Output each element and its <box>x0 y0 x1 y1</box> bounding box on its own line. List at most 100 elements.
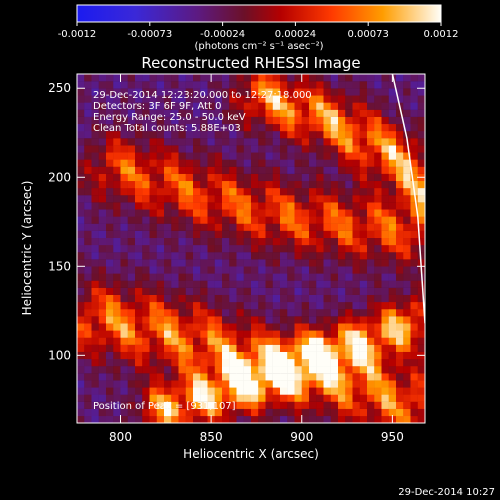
heatmap-cell <box>359 323 368 331</box>
heatmap-cell <box>323 330 331 338</box>
heatmap-cell <box>294 81 302 89</box>
heatmap-cell <box>164 387 172 395</box>
heatmap-cell <box>330 380 339 388</box>
heatmap-cell <box>156 394 165 402</box>
heatmap-cell <box>388 252 397 260</box>
heatmap-cell <box>345 294 353 303</box>
heatmap-cell <box>149 216 157 224</box>
heatmap-cell <box>396 337 404 345</box>
heatmap-cell <box>338 195 346 203</box>
heatmap-cell <box>127 237 136 246</box>
heatmap-cell <box>410 294 418 303</box>
heatmap-cell <box>396 237 404 246</box>
heatmap-cell <box>171 323 179 331</box>
heatmap-cell <box>396 223 404 231</box>
heatmap-cell <box>91 294 99 303</box>
heatmap-cell <box>251 180 259 189</box>
heatmap-cell <box>294 287 302 295</box>
heatmap-cell <box>396 123 404 132</box>
heatmap-cell <box>294 273 302 281</box>
heatmap-cell <box>142 159 150 167</box>
heatmap-cell <box>236 273 244 281</box>
heatmap-cell <box>323 95 331 103</box>
heatmap-cell <box>294 173 302 182</box>
heatmap-cell <box>185 187 194 196</box>
heatmap-cell <box>323 244 331 253</box>
heatmap-cell <box>185 95 194 103</box>
heatmap-cell <box>142 244 150 253</box>
heatmap-cell <box>193 273 201 281</box>
heatmap-cell <box>193 252 201 260</box>
heatmap-cell <box>84 130 92 139</box>
heatmap-cell <box>323 81 331 89</box>
heatmap-cell <box>294 187 302 196</box>
heatmap-cell <box>352 173 360 182</box>
heatmap-cell <box>396 266 404 274</box>
heatmap-cell <box>91 88 99 96</box>
heatmap-cell <box>258 266 266 274</box>
heatmap-cell <box>236 301 244 310</box>
heatmap-cell <box>330 74 339 82</box>
heatmap-cell <box>200 366 208 374</box>
heatmap-cell <box>323 230 331 239</box>
heatmap-cell <box>403 166 411 174</box>
heatmap-cell <box>309 166 317 174</box>
heatmap-cell <box>381 351 389 360</box>
heatmap-cell <box>417 130 425 139</box>
heatmap-cell <box>113 366 121 374</box>
heatmap-cell <box>207 287 215 295</box>
heatmap-cell <box>345 187 353 196</box>
heatmap-cell <box>91 102 99 110</box>
heatmap-cell <box>309 123 317 132</box>
heatmap-cell <box>396 252 404 260</box>
heatmap-cell <box>142 280 150 288</box>
heatmap-cell <box>193 145 201 153</box>
heatmap-cell <box>323 152 331 160</box>
heatmap-cell <box>149 152 157 160</box>
heatmap-cell <box>98 259 107 267</box>
heatmap-cell <box>193 187 201 196</box>
heatmap-cell <box>265 244 273 253</box>
heatmap-cell <box>84 344 92 352</box>
heatmap-cell <box>410 259 418 267</box>
heatmap-cell <box>185 159 194 167</box>
heatmap-cell <box>251 280 259 288</box>
heatmap-cell <box>294 195 302 203</box>
heatmap-cell <box>236 401 244 409</box>
heatmap-cell <box>294 209 302 217</box>
heatmap-cell <box>156 230 165 239</box>
heatmap-cell <box>156 95 165 103</box>
heatmap-cell <box>98 74 107 82</box>
heatmap-cell <box>280 344 288 352</box>
heatmap-cell <box>345 244 353 253</box>
heatmap-cell <box>345 344 353 352</box>
heatmap-cell <box>280 209 288 217</box>
heatmap-cell <box>294 237 302 246</box>
heatmap-cell <box>417 287 425 295</box>
heatmap-cell <box>84 387 92 395</box>
heatmap-cell <box>113 394 121 402</box>
heatmap-cell <box>410 123 418 132</box>
heatmap-cell <box>142 109 150 117</box>
heatmap-cell <box>345 408 353 417</box>
heatmap-clip-group <box>77 74 425 423</box>
heatmap-cell <box>330 209 339 217</box>
heatmap-cell <box>142 223 150 231</box>
heatmap-cell <box>301 237 310 246</box>
heatmap-cell <box>91 273 99 281</box>
heatmap-cell <box>338 415 346 423</box>
heatmap-cell <box>374 373 382 381</box>
heatmap-cell <box>135 130 143 139</box>
heatmap-cell <box>258 202 266 210</box>
heatmap-cell <box>77 401 85 409</box>
heatmap-cell <box>417 415 425 423</box>
heatmap-cell <box>164 358 172 367</box>
heatmap-cell <box>106 415 114 423</box>
heatmap-cell <box>272 394 281 402</box>
heatmap-cell <box>236 266 244 274</box>
heatmap-cell <box>171 408 179 417</box>
heatmap-cell <box>251 394 259 402</box>
heatmap-cell <box>142 373 150 381</box>
heatmap-cell <box>280 88 288 96</box>
heatmap-cell <box>410 195 418 203</box>
